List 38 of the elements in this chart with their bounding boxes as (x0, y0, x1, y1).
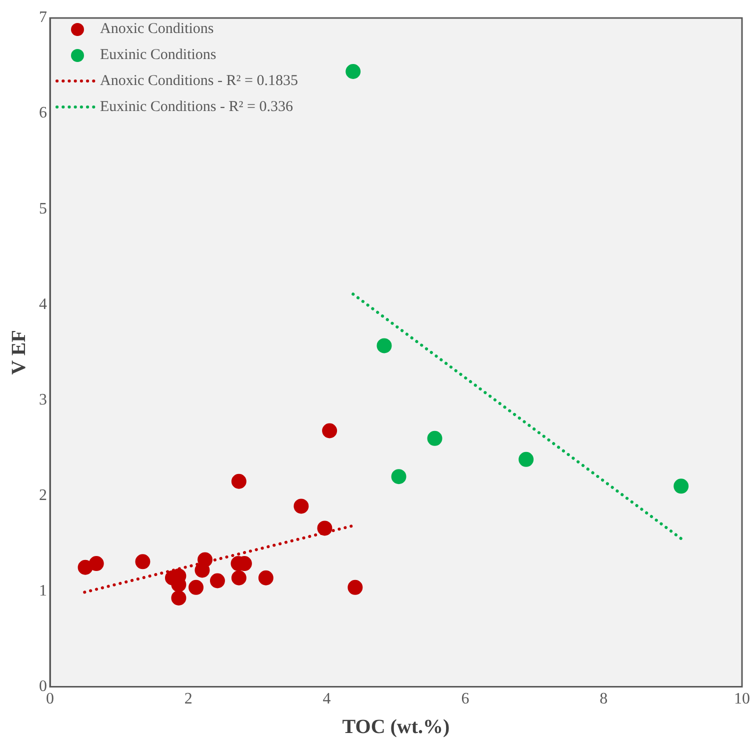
point (348, 580, 363, 595)
x-tick-label: 2 (184, 690, 192, 708)
point (427, 430, 442, 446)
point (322, 423, 338, 438)
y-tick-label: 0 (39, 678, 47, 696)
y-tick-label: 7 (39, 9, 47, 26)
x-tick-label: 10 (734, 690, 750, 708)
y-tick-label: 5 (39, 200, 47, 218)
point (258, 570, 274, 586)
point (171, 590, 186, 606)
point (231, 570, 246, 586)
y-axis-title: V EF (8, 330, 30, 375)
legend-label: Anoxic Conditions - R² = 0.1835 (100, 72, 299, 90)
point (294, 498, 309, 514)
point (376, 338, 392, 354)
x-tick-label: 8 (600, 690, 608, 708)
x-tick-label: 4 (322, 690, 331, 708)
point (231, 474, 246, 489)
point (346, 64, 361, 80)
point (188, 580, 204, 595)
point (317, 520, 332, 536)
x-axis-title: TOC (wt.%) (342, 716, 450, 738)
point (135, 554, 150, 570)
y-tick-label: 4 (39, 296, 47, 313)
legend-label: Euxinic Conditions - R² = 0.336 (100, 98, 294, 116)
y-tick-label: 6 (39, 104, 47, 122)
y-tick-label: 1 (39, 582, 47, 600)
point (518, 452, 534, 467)
point (210, 573, 225, 588)
legend-label: Euxinic Conditions (100, 46, 218, 64)
point (194, 562, 210, 578)
point (674, 478, 689, 494)
y-tick-label: 2 (39, 486, 47, 504)
y-tick-label: 3 (39, 391, 47, 408)
point (88, 556, 104, 572)
point (391, 469, 406, 484)
x-tick-label: 6 (461, 690, 470, 708)
legend-label: Anoxic Conditions (100, 20, 215, 38)
